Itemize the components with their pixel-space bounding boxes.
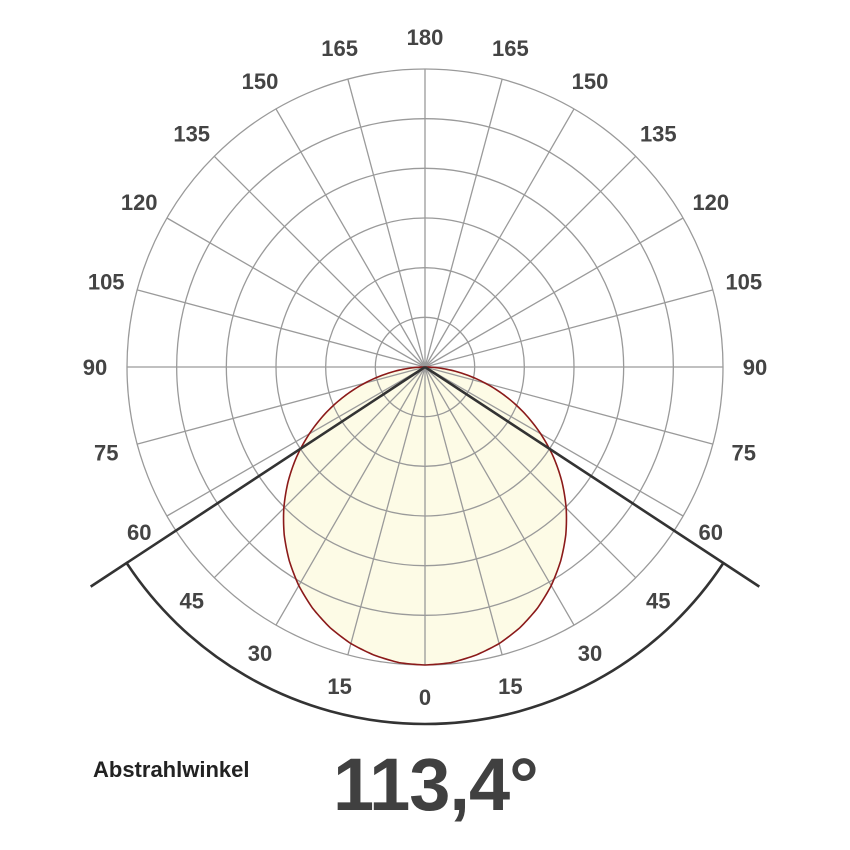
angle-label: 165 xyxy=(321,36,358,61)
grid-radial-line xyxy=(424,366,575,626)
grid-radial-line xyxy=(424,108,575,368)
grid-radial-line xyxy=(424,289,714,368)
grid-radial-line xyxy=(424,366,503,656)
angle-label: 0 xyxy=(419,685,431,710)
grid-radial-line xyxy=(136,366,426,445)
grid-radial-line xyxy=(424,366,714,445)
angle-label: 120 xyxy=(692,190,729,215)
beam-angle-line xyxy=(424,365,761,588)
angle-label: 75 xyxy=(732,440,756,465)
grid-radial-line xyxy=(166,217,426,368)
grid-radial-line xyxy=(275,366,426,626)
grid-radial-line xyxy=(424,78,503,368)
angle-label: 105 xyxy=(725,270,762,295)
angle-label: 15 xyxy=(327,674,351,699)
angle-label: 90 xyxy=(83,355,107,380)
angle-label: 150 xyxy=(572,69,609,94)
angle-label: 15 xyxy=(498,674,522,699)
angle-label: 150 xyxy=(242,69,279,94)
grid-radial-line xyxy=(213,155,426,368)
grid-radial-line xyxy=(424,366,684,517)
angle-label: 30 xyxy=(248,641,272,666)
angle-label: 165 xyxy=(492,36,529,61)
angle-label: 30 xyxy=(578,641,602,666)
beam-angle-value: 113,4° xyxy=(333,743,539,826)
light-distribution-curve xyxy=(282,366,568,666)
angle-label: 135 xyxy=(173,122,210,147)
angle-label: 60 xyxy=(699,520,723,545)
grid-radial-line xyxy=(424,366,637,579)
angle-label: 135 xyxy=(640,122,677,147)
angle-label: 90 xyxy=(743,355,767,380)
angle-label: 45 xyxy=(179,588,203,613)
angle-label: 105 xyxy=(88,270,125,295)
grid-radial-line xyxy=(347,78,426,368)
angle-label: 120 xyxy=(121,190,158,215)
angle-label: 180 xyxy=(407,25,444,50)
angle-label: 60 xyxy=(127,520,151,545)
grid-radial-line xyxy=(166,366,426,517)
grid-radial-line xyxy=(424,155,637,368)
grid-radial-line xyxy=(275,108,426,368)
grid-radial-line xyxy=(136,289,426,368)
angle-label: 45 xyxy=(646,588,670,613)
grid-radial-line xyxy=(347,366,426,656)
beam-angle-caption: Abstrahlwinkel xyxy=(93,757,250,782)
beam-angle-arc xyxy=(125,562,725,726)
beam-angle-line xyxy=(89,365,426,588)
grid-radial-line xyxy=(424,217,684,368)
angle-label: 75 xyxy=(94,440,118,465)
grid-radial-line xyxy=(213,366,426,579)
